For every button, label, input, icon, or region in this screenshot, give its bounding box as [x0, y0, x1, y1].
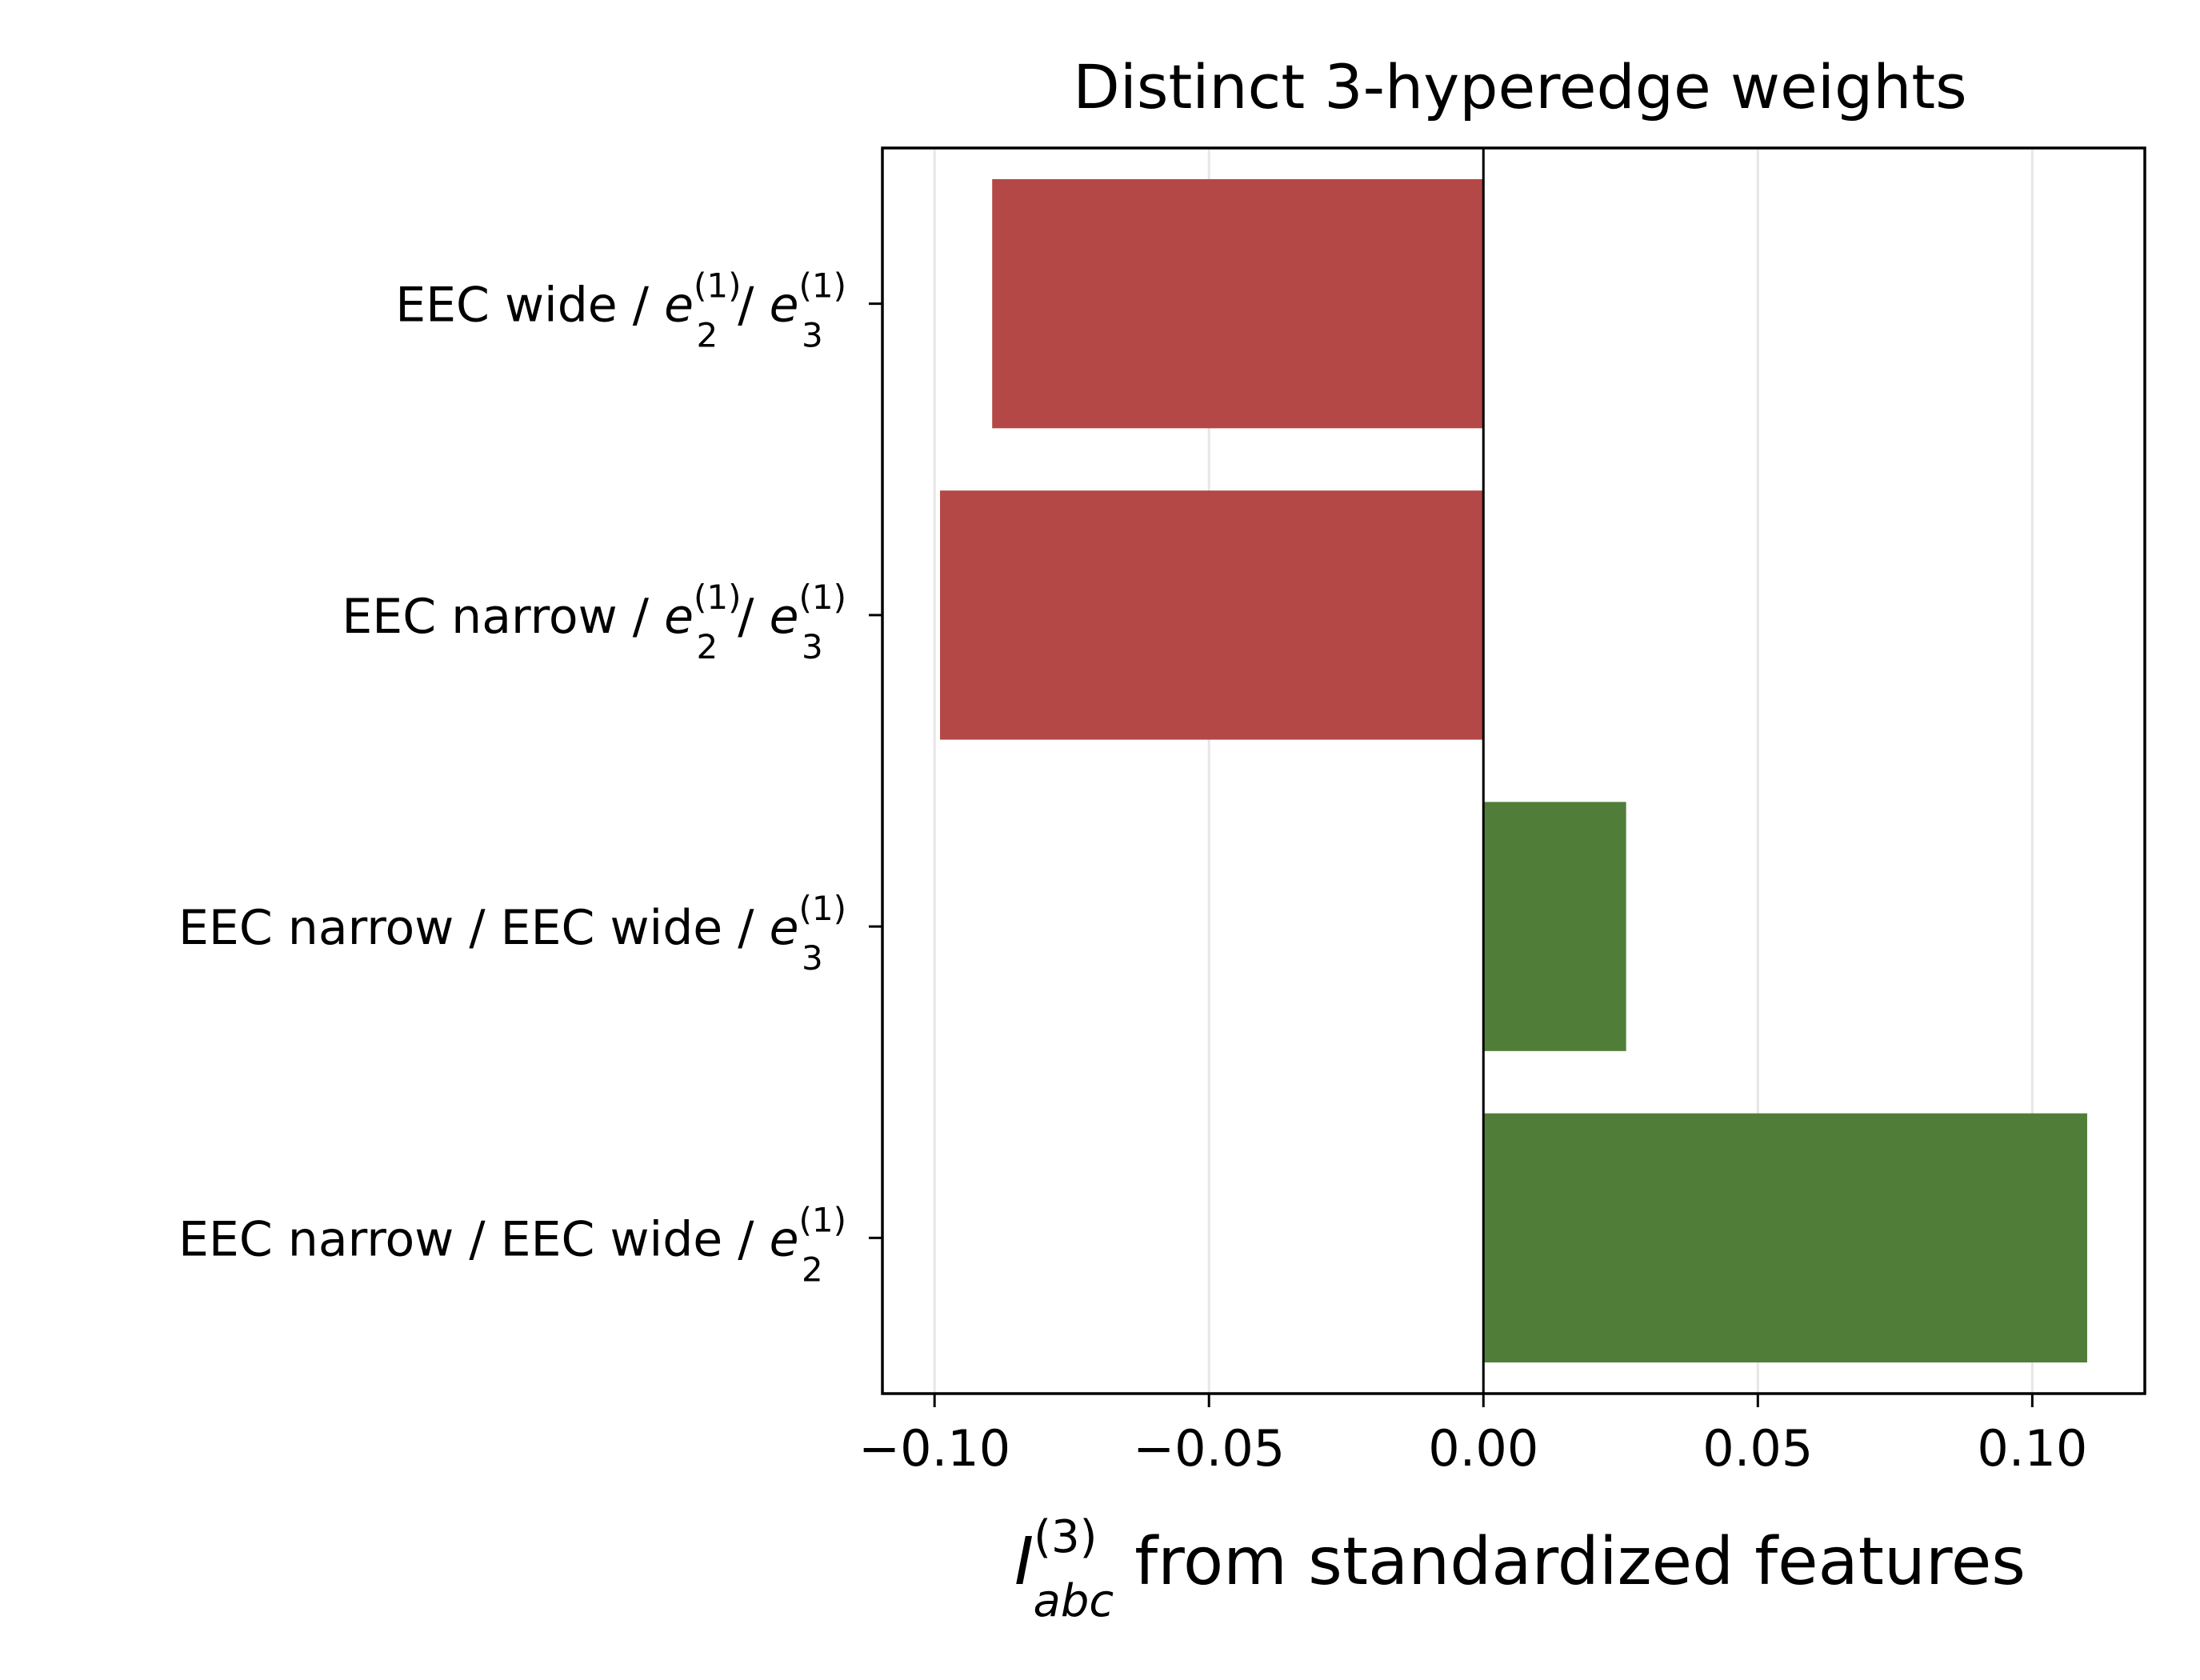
bar: [1483, 1113, 2087, 1363]
y-axis-ticks: EEC wide / e(1) 2 / e(1) 3 EEC narrow / e(…: [178, 266, 882, 1289]
x-tick-label: 0.10: [1977, 1419, 2087, 1478]
chart-title: Distinct 3-hyperedge weights: [1073, 51, 1967, 122]
y-tick-label: EEC narrow / e(1) 2 / e(1) 3: [342, 578, 846, 666]
y-tick-label: EEC wide / e(1) 2 / e(1) 3: [395, 266, 846, 355]
x-axis-label: I(3) abc from standardized features: [1014, 1511, 2026, 1627]
plot-frame: [881, 146, 2146, 1395]
bar: [1483, 802, 1626, 1051]
x-tick-label: 0.00: [1428, 1419, 1538, 1478]
x-tick-label: −0.05: [1133, 1419, 1285, 1478]
y-tick-label: EEC narrow / EEC wide / e(1) 2: [178, 1200, 846, 1289]
bar: [940, 490, 1484, 740]
bar: [992, 178, 1484, 429]
bars: [940, 178, 2087, 1363]
x-tick-label: 0.05: [1702, 1419, 1813, 1478]
x-axis-ticks: −0.10 −0.05 0.00 0.05 0.10: [858, 1394, 2087, 1478]
x-tick-label: −0.10: [858, 1419, 1010, 1478]
y-tick-label: EEC narrow / EEC wide / e(1) 3: [178, 889, 846, 978]
